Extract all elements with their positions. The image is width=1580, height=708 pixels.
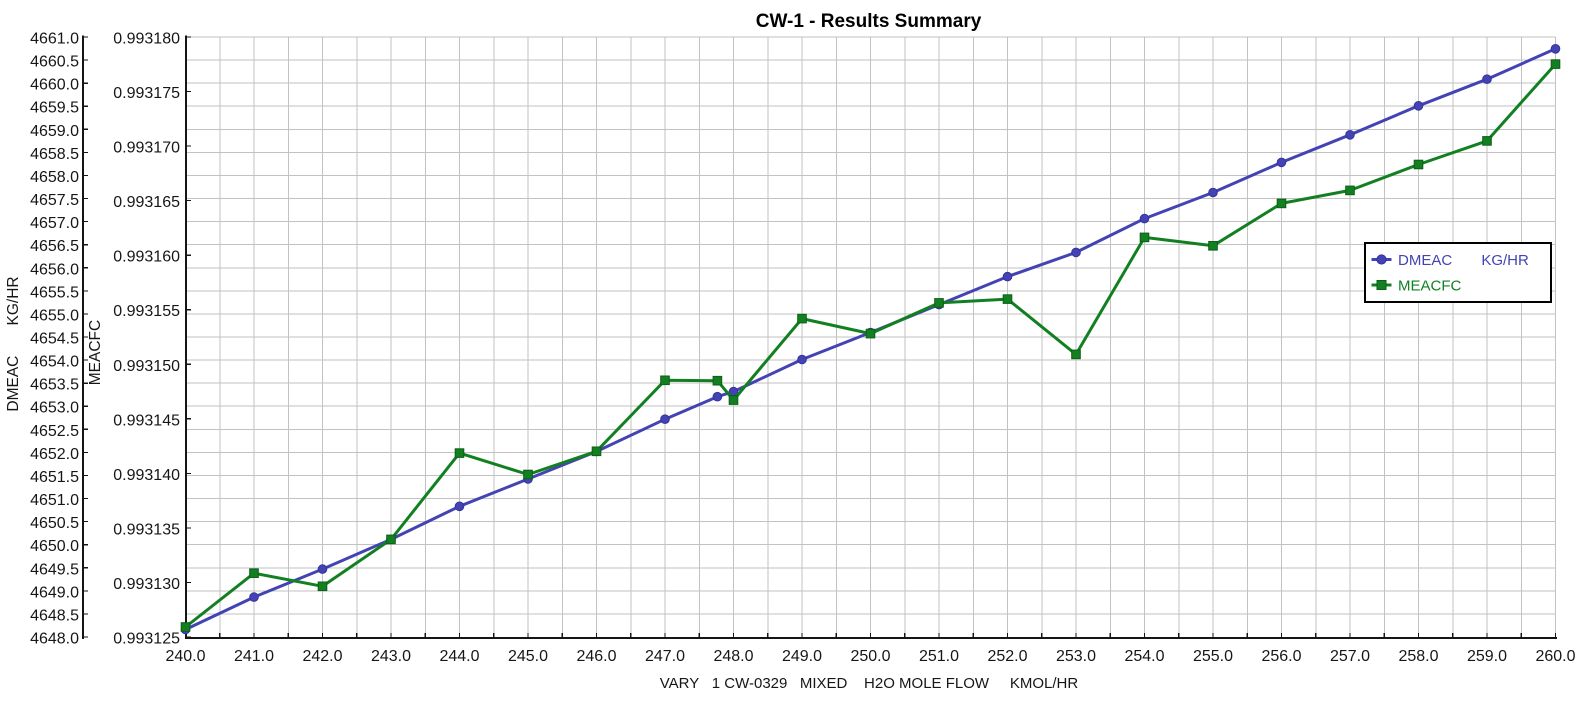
svg-text:241.0: 241.0 (234, 648, 274, 665)
svg-text:257.0: 257.0 (1330, 648, 1370, 665)
svg-text:4655.0: 4655.0 (30, 307, 79, 324)
svg-text:4661.0: 4661.0 (30, 31, 79, 48)
svg-text:245.0: 245.0 (508, 648, 548, 665)
svg-text:249.0: 249.0 (782, 648, 822, 665)
svg-text:4654.5: 4654.5 (30, 331, 79, 348)
svg-text:4648.5: 4648.5 (30, 607, 79, 624)
svg-text:4656.0: 4656.0 (30, 261, 79, 278)
svg-text:4651.5: 4651.5 (30, 469, 79, 486)
svg-text:4650.0: 4650.0 (30, 538, 79, 555)
svg-text:0.993145: 0.993145 (113, 412, 180, 429)
svg-text:247.0: 247.0 (645, 648, 685, 665)
svg-text:4658.5: 4658.5 (30, 146, 79, 163)
svg-text:0.993170: 0.993170 (113, 140, 180, 157)
svg-text:4649.0: 4649.0 (30, 584, 79, 601)
svg-text:4659.0: 4659.0 (30, 123, 79, 140)
svg-text:4650.5: 4650.5 (30, 515, 79, 532)
svg-text:DMEAC KG/HR: DMEAC KG/HR (5, 276, 22, 411)
svg-text:244.0: 244.0 (439, 648, 479, 665)
svg-text:CW-1 - Results Summary: CW-1 - Results Summary (756, 11, 982, 32)
svg-text:254.0: 254.0 (1124, 648, 1164, 665)
svg-text:VARY 1 CW-0329 MIXED H2: VARY 1 CW-0329 MIXED H2O MOLE FLOW KMOL/… (660, 675, 1079, 692)
svg-text:4652.0: 4652.0 (30, 446, 79, 463)
svg-text:250.0: 250.0 (850, 648, 890, 665)
svg-text:4649.5: 4649.5 (30, 561, 79, 578)
svg-text:260.0: 260.0 (1535, 648, 1575, 665)
svg-text:MEACFC: MEACFC (87, 320, 104, 385)
svg-text:4657.5: 4657.5 (30, 192, 79, 209)
svg-text:4651.0: 4651.0 (30, 492, 79, 509)
svg-text:0.993165: 0.993165 (113, 194, 180, 211)
svg-text:259.0: 259.0 (1467, 648, 1507, 665)
svg-text:4660.0: 4660.0 (30, 77, 79, 94)
svg-text:255.0: 255.0 (1193, 648, 1233, 665)
svg-text:248.0: 248.0 (713, 648, 753, 665)
svg-text:251.0: 251.0 (919, 648, 959, 665)
svg-text:246.0: 246.0 (576, 648, 616, 665)
svg-text:0.993130: 0.993130 (113, 576, 180, 593)
svg-text:0.993150: 0.993150 (113, 358, 180, 375)
svg-text:4653.0: 4653.0 (30, 400, 79, 417)
svg-text:4659.5: 4659.5 (30, 100, 79, 117)
svg-text:4654.0: 4654.0 (30, 354, 79, 371)
svg-text:0.993180: 0.993180 (113, 31, 180, 48)
svg-text:243.0: 243.0 (371, 648, 411, 665)
svg-text:253.0: 253.0 (1056, 648, 1096, 665)
svg-text:256.0: 256.0 (1261, 648, 1301, 665)
svg-text:0.993155: 0.993155 (113, 303, 180, 320)
svg-text:MEACFC: MEACFC (1398, 278, 1462, 295)
svg-text:4658.0: 4658.0 (30, 169, 79, 186)
svg-text:DMEAC KG/HR: DMEAC KG/HR (1398, 252, 1529, 269)
svg-text:258.0: 258.0 (1398, 648, 1438, 665)
svg-text:242.0: 242.0 (302, 648, 342, 665)
svg-text:252.0: 252.0 (987, 648, 1027, 665)
svg-text:4660.5: 4660.5 (30, 54, 79, 71)
svg-text:4653.5: 4653.5 (30, 377, 79, 394)
svg-text:0.993135: 0.993135 (113, 521, 180, 538)
svg-text:4652.5: 4652.5 (30, 423, 79, 440)
svg-text:0.993160: 0.993160 (113, 249, 180, 266)
svg-text:4656.5: 4656.5 (30, 238, 79, 255)
svg-text:0.993175: 0.993175 (113, 85, 180, 102)
svg-text:4648.0: 4648.0 (30, 631, 79, 648)
svg-text:0.993125: 0.993125 (113, 631, 180, 648)
svg-text:4657.0: 4657.0 (30, 215, 79, 232)
svg-text:4655.5: 4655.5 (30, 284, 79, 301)
svg-text:0.993140: 0.993140 (113, 467, 180, 484)
svg-text:240.0: 240.0 (165, 648, 205, 665)
